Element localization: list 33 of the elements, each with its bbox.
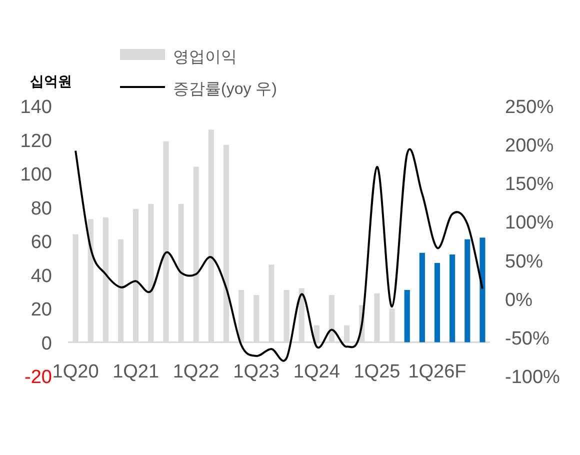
y2-tick-label: 250% (505, 97, 554, 118)
bar (464, 239, 470, 342)
x-tick-label: 1Q26F (408, 361, 466, 382)
y-tick-label: -20 (24, 367, 52, 388)
y-tick-label: 40 (30, 266, 52, 287)
y2-tick-label: 150% (505, 174, 554, 196)
x-tick-label: 1Q20 (52, 361, 99, 382)
x-tick-label: 1Q21 (112, 361, 160, 382)
y-tick-label: 20 (30, 300, 52, 320)
y-tick-label: 100 (20, 164, 52, 186)
y2-tick-label: 100% (505, 212, 554, 234)
bar (450, 254, 456, 342)
legend-label: 영업이익 (173, 49, 237, 66)
y-tick-label: 60 (30, 232, 52, 253)
text: 십억원 (30, 73, 72, 89)
y-tick-label: 120 (20, 130, 52, 152)
y-tick-label: 80 (30, 198, 52, 220)
y2-tick-label: -100% (505, 367, 560, 388)
y2-tick-label: 50% (505, 251, 544, 272)
y2-tick-label: 200% (505, 136, 554, 157)
x-tick-label: 1Q25 (354, 361, 400, 382)
x-tick-label: 1Q22 (172, 361, 220, 382)
y2-tick-label: -50% (505, 328, 550, 350)
bar (480, 238, 486, 342)
legend-label: 증감률(yoy 우) (173, 81, 277, 98)
y2-tick-label: 0% (505, 290, 533, 311)
bar (434, 262, 440, 342)
y-tick-label: 0 (41, 333, 52, 354)
x-tick-label: 1Q23 (233, 361, 280, 382)
bar (419, 252, 425, 342)
y-tick-label: 140 (20, 97, 52, 118)
x-tick-label: 1Q24 (293, 361, 340, 382)
bar (404, 290, 410, 342)
